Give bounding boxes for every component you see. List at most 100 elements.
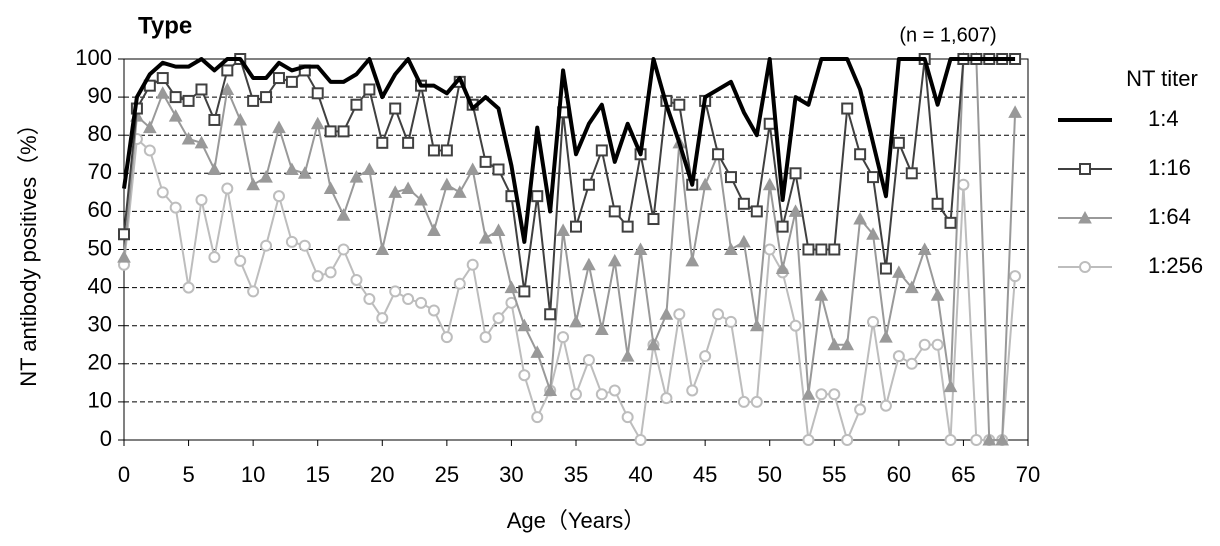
marker <box>247 94 260 107</box>
marker <box>389 285 402 298</box>
marker <box>479 155 492 168</box>
marker <box>402 293 415 306</box>
marker <box>389 102 402 115</box>
legend-title: NT titer <box>1126 66 1198 91</box>
legend-label: 1:256 <box>1148 253 1203 278</box>
legend-marker <box>1079 163 1091 175</box>
marker <box>763 117 776 130</box>
marker <box>608 205 621 218</box>
marker <box>892 265 906 278</box>
x-axis-label: Age（Years） <box>507 508 646 533</box>
marker <box>272 72 285 85</box>
marker <box>427 223 441 236</box>
marker <box>892 350 905 363</box>
marker <box>362 162 377 175</box>
marker <box>840 337 855 351</box>
y-tick-label: 40 <box>88 273 112 298</box>
marker <box>466 258 479 271</box>
marker <box>905 167 918 180</box>
x-tick-label: 35 <box>564 462 588 487</box>
x-tick-label: 40 <box>628 462 652 487</box>
marker <box>207 162 222 175</box>
marker <box>582 353 595 366</box>
marker <box>181 131 196 145</box>
marker <box>504 280 519 294</box>
marker <box>789 319 802 332</box>
marker <box>854 403 867 416</box>
marker <box>143 144 156 157</box>
marker <box>337 125 350 138</box>
marker <box>492 312 505 325</box>
marker <box>879 330 893 343</box>
marker <box>750 205 763 218</box>
series-line <box>122 57 1016 244</box>
marker <box>530 345 545 358</box>
legend-label: 1:16 <box>1148 155 1191 180</box>
marker <box>531 411 544 424</box>
marker <box>570 220 582 233</box>
marker <box>594 322 609 336</box>
marker <box>440 144 453 157</box>
y-tick-label: 90 <box>88 83 112 108</box>
marker <box>982 432 997 446</box>
marker <box>607 253 622 267</box>
marker <box>841 434 854 446</box>
marker <box>595 388 608 401</box>
marker <box>234 254 247 267</box>
marker <box>142 120 157 134</box>
x-tick-label: 0 <box>118 462 130 487</box>
marker <box>415 296 428 309</box>
marker <box>1009 270 1022 283</box>
marker <box>376 136 389 149</box>
marker <box>195 83 208 96</box>
marker <box>427 304 440 317</box>
marker <box>762 177 777 191</box>
marker <box>194 135 209 149</box>
series <box>122 57 1016 244</box>
marker <box>169 201 182 214</box>
marker <box>169 91 182 104</box>
marker <box>788 204 803 217</box>
marker <box>492 163 505 176</box>
marker <box>621 411 634 424</box>
x-tick-label: 15 <box>305 462 329 487</box>
x-tick-label: 10 <box>241 462 265 487</box>
marker <box>310 116 325 130</box>
marker <box>685 253 700 267</box>
marker <box>749 318 764 332</box>
x-tick-label: 60 <box>887 462 911 487</box>
marker <box>246 177 260 191</box>
marker <box>763 243 776 256</box>
marker <box>828 243 841 256</box>
marker <box>479 331 492 344</box>
x-tick-label: 30 <box>499 462 523 487</box>
marker <box>388 185 403 198</box>
marker <box>918 338 931 351</box>
x-tick-label: 55 <box>822 462 846 487</box>
x-tick-label: 70 <box>1016 462 1040 487</box>
marker <box>867 171 880 184</box>
marker <box>117 250 131 263</box>
marker <box>957 178 970 191</box>
marker <box>478 231 493 244</box>
marker <box>324 266 337 279</box>
marker <box>376 312 389 325</box>
marker <box>285 235 298 248</box>
legend-label: 1:4 <box>1148 106 1179 131</box>
marker <box>569 314 583 328</box>
marker <box>195 193 208 206</box>
marker <box>208 113 221 126</box>
marker <box>917 242 932 255</box>
marker <box>944 434 957 446</box>
marker <box>802 243 815 256</box>
marker <box>311 87 324 100</box>
marker <box>853 211 867 225</box>
marker <box>465 162 480 175</box>
marker <box>168 109 183 122</box>
marker <box>789 167 802 180</box>
marker <box>905 357 918 370</box>
marker <box>570 388 582 401</box>
y-tick-label: 10 <box>88 388 112 413</box>
marker <box>518 369 531 382</box>
